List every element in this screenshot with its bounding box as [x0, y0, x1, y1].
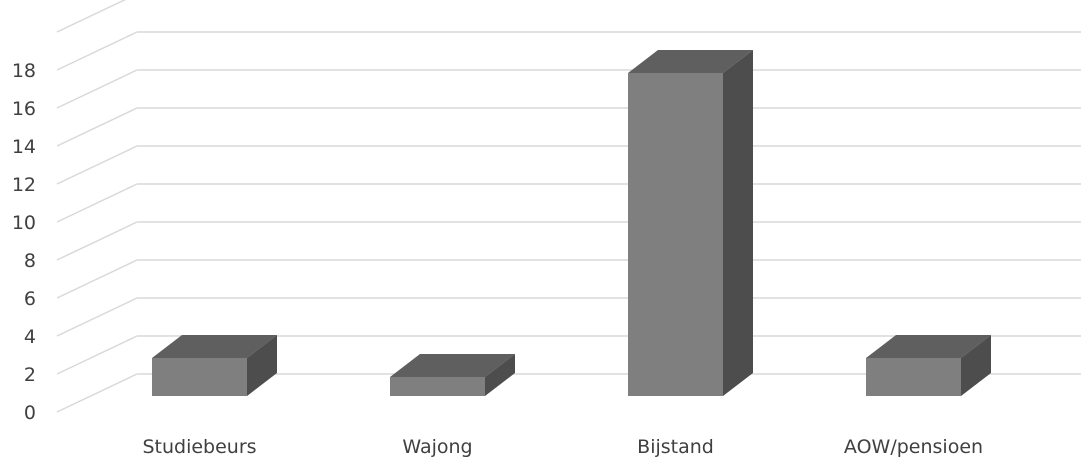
bar-top-face — [152, 335, 277, 358]
x-category-label: Studiebeurs — [142, 436, 256, 458]
gridline-diagonal — [56, 297, 138, 337]
gridline-diagonal — [56, 31, 138, 71]
y-tick-label: 4 — [24, 326, 36, 348]
bars — [152, 50, 991, 396]
gridline-diagonal — [56, 183, 138, 223]
y-tick-label: 10 — [12, 212, 36, 234]
x-category-label: AOW/pensioen — [844, 436, 983, 458]
bar-top-face — [866, 335, 991, 358]
bar-wajong — [390, 354, 515, 396]
bar-side-face — [723, 50, 753, 396]
bar-aow-pensioen — [866, 335, 991, 396]
bar-side-face — [485, 354, 515, 396]
y-tick-label: 12 — [12, 174, 36, 196]
bar-side-face — [961, 335, 991, 396]
x-category-label: Bijstand — [637, 436, 714, 458]
y-tick-label: 6 — [24, 288, 36, 310]
gridline-diagonal — [56, 145, 138, 185]
bar-front-face — [390, 377, 485, 396]
y-tick-label: 0 — [24, 402, 36, 424]
gridline-diagonal — [56, 221, 138, 261]
gridline-diagonal — [56, 107, 138, 147]
y-tick-label: 14 — [12, 136, 36, 158]
bar-top-face — [628, 50, 753, 73]
gridline-diagonal — [56, 0, 127, 33]
gridline-diagonal — [56, 69, 138, 109]
y-axis-tick-labels: 0 2 4 6 8 10 12 14 16 18 — [12, 60, 36, 424]
gridline-diagonal — [56, 373, 138, 413]
gridline-diagonal — [56, 335, 138, 375]
y-tick-label: 8 — [24, 250, 36, 272]
bar-front-face — [866, 358, 961, 396]
x-category-label: Wajong — [402, 436, 472, 458]
bar-front-face — [152, 358, 247, 396]
y-tick-label: 16 — [12, 98, 36, 120]
y-tick-label: 2 — [24, 364, 36, 386]
bar-bijstand — [628, 50, 753, 396]
gridline-diagonal — [56, 259, 138, 299]
bar-studiebeurs — [152, 335, 277, 396]
x-axis-category-labels: Studiebeurs Wajong Bijstand AOW/pensioen — [142, 436, 983, 458]
gridlines — [56, 0, 1081, 413]
y-tick-label: 18 — [12, 60, 36, 82]
bar-front-face — [628, 73, 723, 396]
bar-side-face — [247, 335, 277, 396]
bar-top-face — [390, 354, 515, 377]
